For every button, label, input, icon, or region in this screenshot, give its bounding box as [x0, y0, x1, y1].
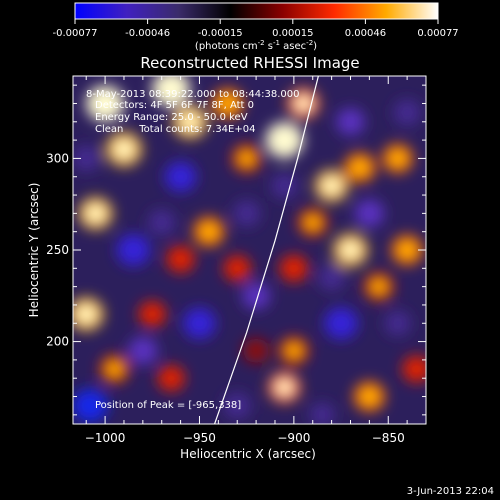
y-axis: 200 250 300 — [46, 84, 426, 416]
heatmap-blob — [73, 145, 100, 172]
heatmap-blob-core — [238, 151, 255, 166]
heatmap-blob — [336, 108, 365, 136]
heatmap — [73, 76, 426, 424]
heatmap-blob-core — [398, 242, 416, 258]
heatmap-blob-core — [219, 95, 237, 111]
heatmap-blob — [393, 99, 421, 126]
peak-position: Position of Peak = [-965,338] — [95, 400, 241, 411]
info-annotations: 8-May-2013 08:39:22.000 to 08:44:38.000 … — [86, 89, 299, 411]
heatmap-blob — [183, 307, 216, 339]
x-tick-label: −900 — [277, 431, 310, 445]
y-tick-label: 200 — [46, 335, 69, 349]
annotation-counts: Clean Total counts: 7.34E+04 — [95, 124, 255, 135]
generated-timestamp: 3-Jun-2013 22:04 — [407, 486, 494, 497]
y-tick-label: 300 — [46, 151, 69, 165]
heatmap-blob — [138, 301, 166, 328]
heatmap-blob-core — [106, 362, 123, 377]
y-axis-label: Heliocentric Y (arcsec) — [27, 183, 41, 318]
heatmap-blob — [157, 365, 185, 392]
x-axis: −1000 −950 −900 −850 — [85, 76, 427, 445]
heatmap-blob-core — [95, 94, 115, 113]
solar-limb-line — [214, 76, 319, 424]
x-tick-label: −1000 — [85, 431, 126, 445]
annotation-time-range: 8-May-2013 08:39:22.000 to 08:44:38.000 — [86, 89, 299, 100]
heatmap-blob — [354, 199, 385, 228]
heatmap-blobs — [73, 76, 426, 424]
heatmap-blob-core — [275, 379, 293, 396]
heatmap-blob — [164, 161, 197, 192]
heatmap-blob-core — [286, 343, 302, 358]
heatmap-blob — [384, 310, 411, 336]
annotation-detectors: Detectors: 4F 5F 6F 7F 8F, Att 0 — [95, 100, 254, 111]
heatmap-blob-core — [389, 151, 406, 166]
heatmap-blob-core — [77, 305, 96, 323]
heatmap-blob — [128, 336, 158, 365]
heatmap-blob — [73, 388, 108, 423]
colorbar: -0.00077 -0.00046 -0.00015 0.00015 0.00046 0.… — [53, 2, 459, 52]
colorbar-ticks: -0.00077 -0.00046 -0.00015 0.00015 0.00046 0.… — [53, 19, 459, 39]
heatmap-blob — [116, 234, 151, 266]
colorbar-unit-label: (photons cm-2 s-1 asec-2) — [195, 39, 317, 52]
heatmap-blob — [241, 282, 271, 310]
colorbar-tick-label: -0.00046 — [125, 28, 170, 39]
heatmap-blob-core — [341, 241, 360, 259]
heatmap-blob-core — [305, 215, 321, 230]
heatmap-blob — [271, 173, 298, 199]
heatmap-blob — [223, 392, 251, 419]
heatmap-blob — [317, 264, 346, 291]
heatmap-blob-core — [322, 177, 341, 194]
heatmap-blob — [309, 402, 335, 424]
heatmap-blob — [324, 307, 358, 340]
colorbar-tick-label: -0.00077 — [53, 28, 98, 39]
annotation-energy-range: Energy Range: 25.0 - 50.0 keV — [95, 112, 248, 123]
heatmap-blob — [242, 338, 270, 364]
heatmap-blob — [166, 245, 195, 273]
colorbar-tick-label: 0.00077 — [417, 28, 458, 39]
heatmap-blob-core — [351, 160, 369, 176]
heatmap-blob — [279, 254, 309, 282]
colorbar-gradient — [74, 2, 439, 20]
heatmap-blob — [402, 355, 426, 383]
heatmap-blob-core — [161, 79, 182, 98]
x-tick-label: −850 — [372, 431, 405, 445]
heatmap-blob-core — [86, 205, 105, 222]
heatmap-blob-core — [371, 279, 387, 294]
heatmap-blob — [233, 200, 261, 227]
heatmap-blob-core — [180, 113, 200, 131]
chart-title: Reconstructed RHESSI Image — [140, 54, 359, 72]
heatmap-blob — [223, 255, 251, 282]
x-tick-label: −950 — [183, 431, 216, 445]
colorbar-tick-label: 0.00015 — [272, 28, 313, 39]
heatmap-blob-core — [200, 224, 218, 240]
heatmap-blob — [148, 209, 176, 236]
colorbar-tick-label: 0.00046 — [345, 28, 386, 39]
heatmap-blob-core — [294, 95, 312, 112]
heatmap-blob-core — [114, 140, 134, 158]
y-tick-label: 250 — [46, 243, 69, 257]
colorbar-tick-label: -0.00015 — [198, 28, 243, 39]
heatmap-blob-core — [274, 131, 295, 150]
heatmap-blob-core — [361, 389, 378, 405]
x-axis-label: Heliocentric X (arcsec) — [180, 447, 316, 461]
